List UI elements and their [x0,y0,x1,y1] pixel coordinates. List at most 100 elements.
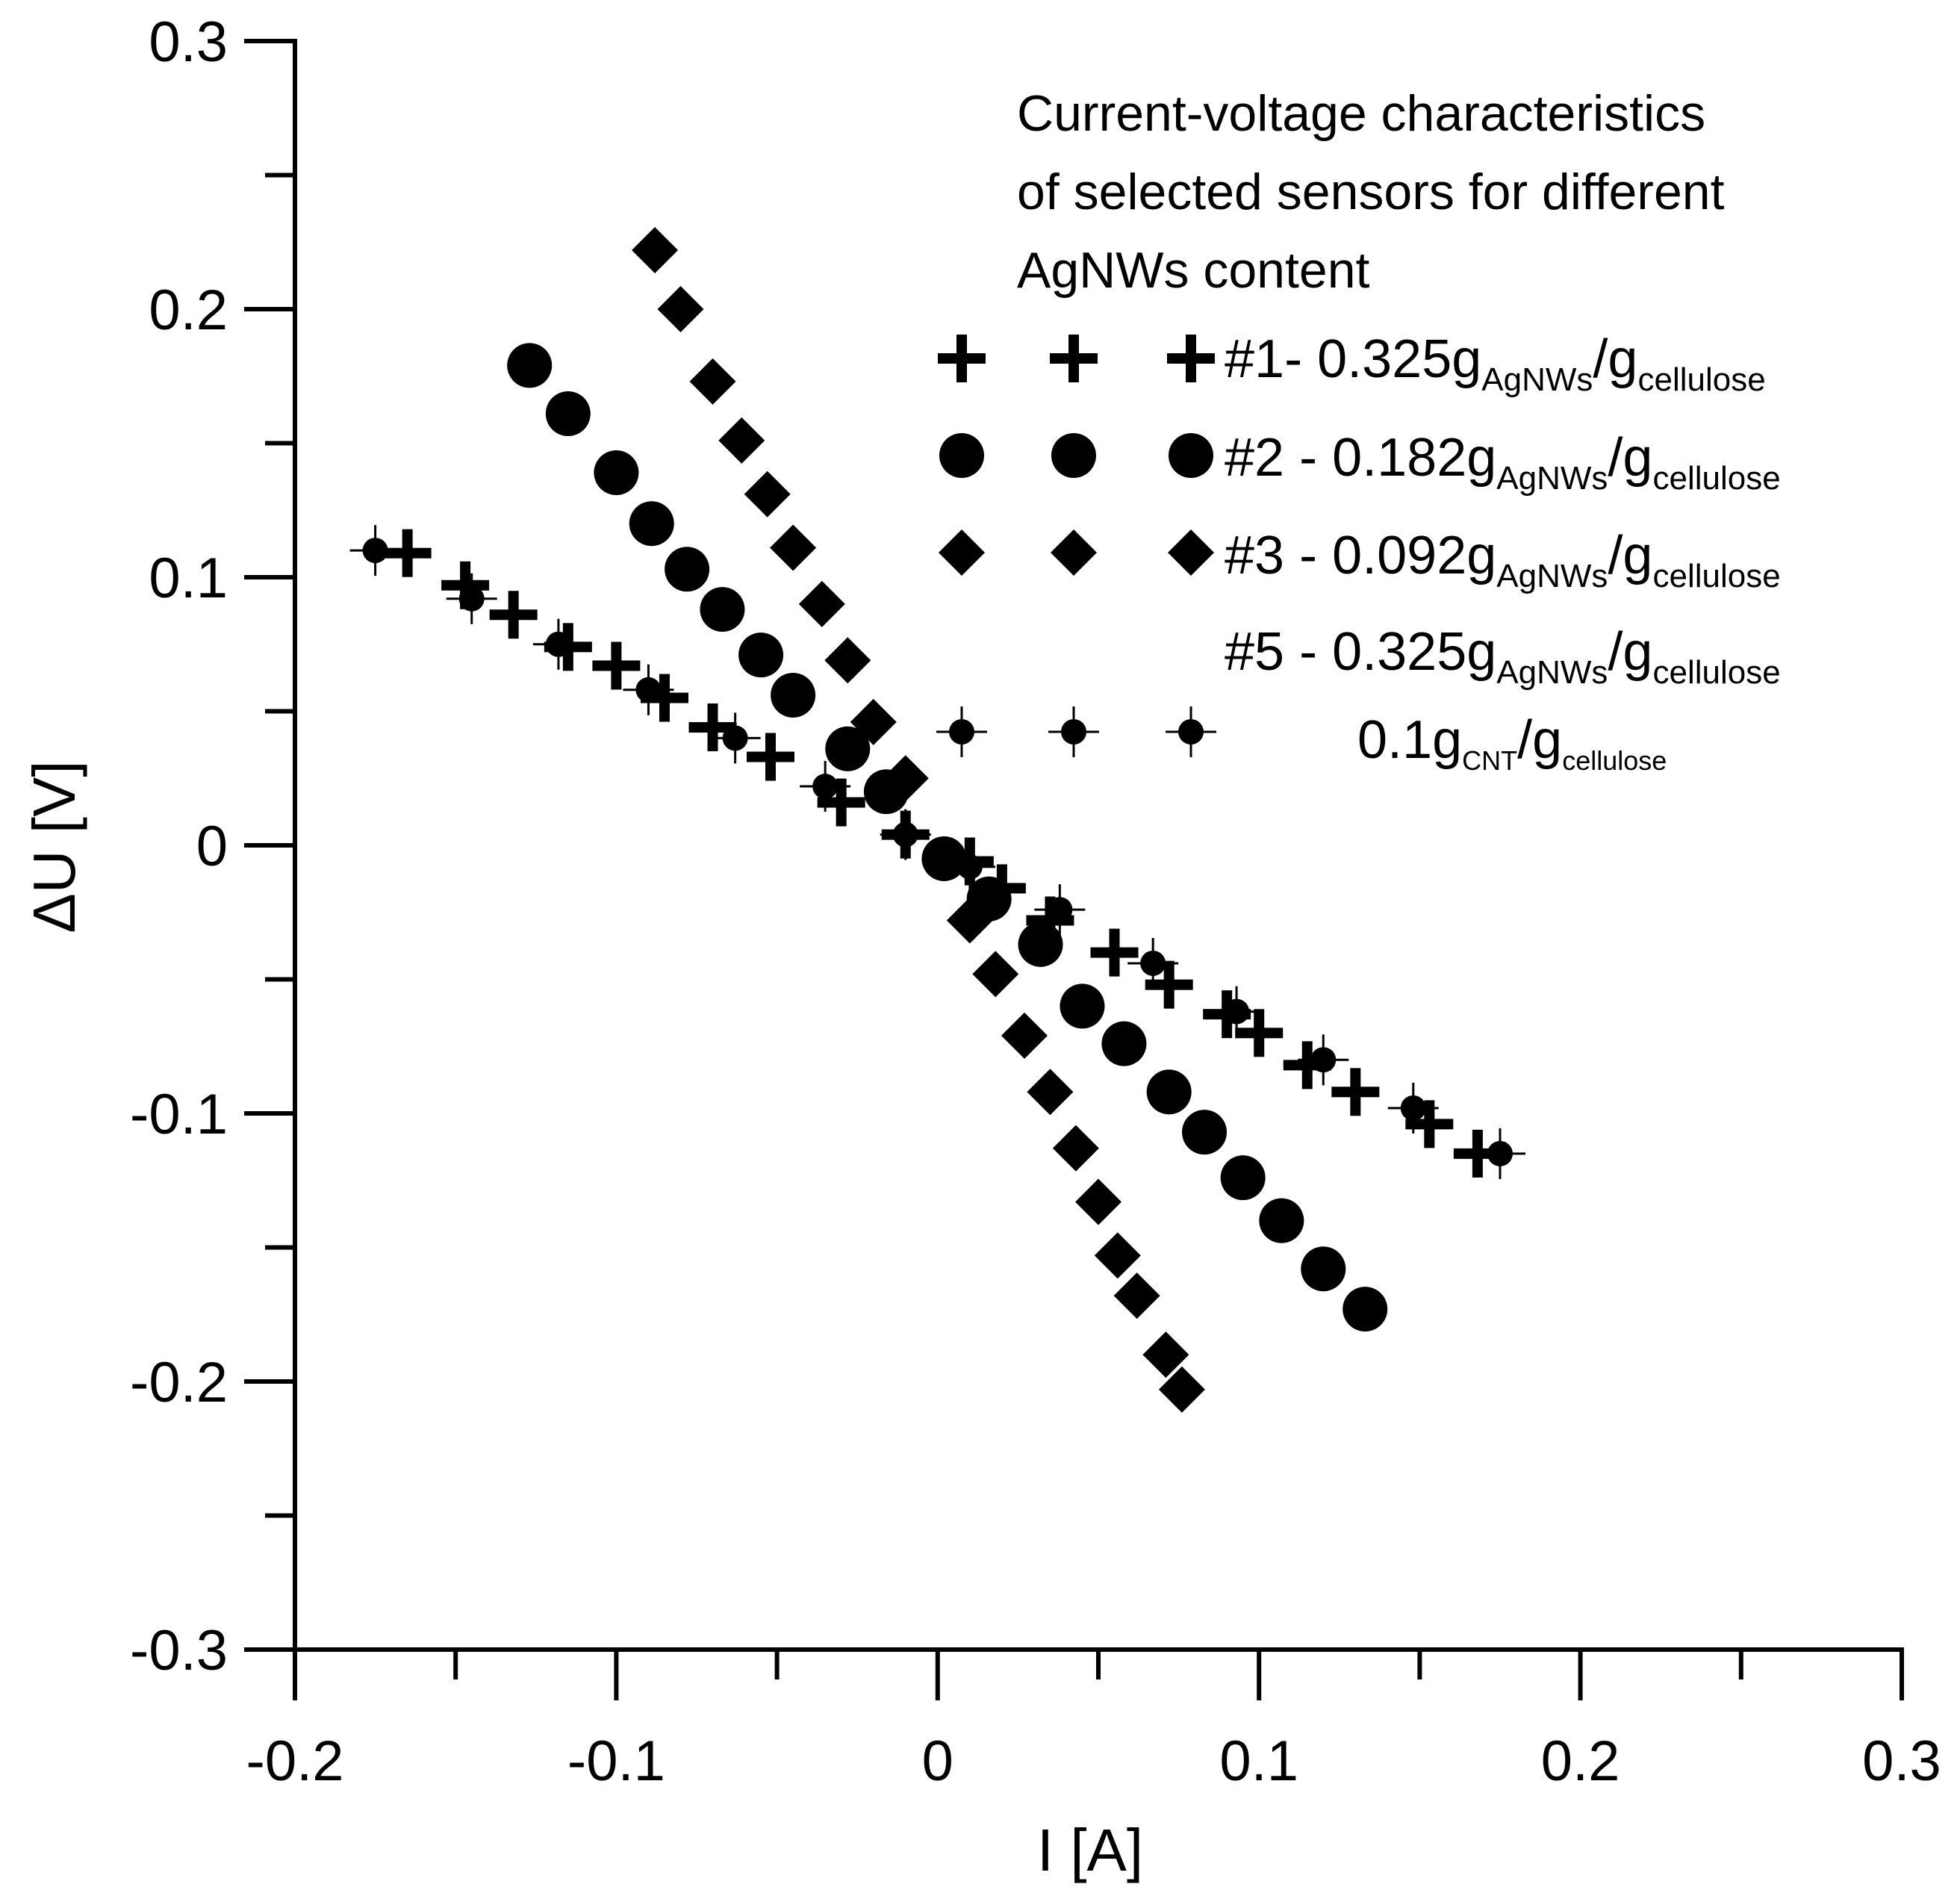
data-point-cross [383,529,432,577]
x-tick-label: 0.2 [1541,1729,1620,1793]
x-tick-label: -0.2 [246,1729,344,1793]
legend-s1-sub2: cellulose [1637,361,1765,398]
data-point-cross [688,703,737,752]
data-point-diamond [1158,1366,1205,1413]
data-point-diamond [1001,1012,1048,1059]
legend-marker-dotcross [1048,706,1099,757]
legend-marker-circle [939,433,984,478]
data-point-circle [545,391,591,437]
data-point-circle [1146,1069,1192,1115]
data-point-diamond [1075,1178,1121,1225]
legend-s1-mid: /g [1593,329,1637,389]
data-point-circle [629,501,674,547]
data-point-circle [825,726,871,771]
y-tick-label: 0.2 [149,279,228,342]
axes: -0.2 -0.1 0 0.1 0.2 0.3 -0.3 -0.2 -0.1 0 0.1 0.2 0.… [130,10,1941,1793]
legend: Current-voltage characteristics of selec… [936,85,1781,776]
data-point-cross [441,561,490,609]
data-point-circle [1343,1287,1388,1332]
data-point-diamond [824,637,871,684]
legend-s2-sub2: cellulose [1652,460,1780,497]
data-point-diamond [1142,1331,1189,1379]
data-point-diamond [1027,1069,1074,1116]
data-point-cross [1331,1068,1380,1116]
data-point-diamond [657,286,704,332]
legend-markers [936,335,1216,757]
data-point-cross [977,864,1026,913]
legend-s3-mid: /g [1608,526,1652,585]
plot-series [349,227,1525,1413]
data-point-circle [1060,983,1105,1029]
data-point-cross [945,837,994,886]
legend-s5-mid: /g [1608,622,1652,682]
data-point-cross [746,733,794,781]
data-point-circle [665,547,710,592]
data-point-cross [544,623,592,671]
data-point-circle [921,836,967,881]
y-axis-title: ΔU [V] [21,760,87,933]
series-diamond [632,227,1205,1413]
data-point-cross [1203,990,1251,1039]
data-point-circle [1220,1155,1266,1201]
data-point-cross [817,778,865,827]
data-point-cross [640,674,688,722]
data-point-diamond [770,524,817,571]
y-tick-label: 0.1 [149,547,228,610]
data-point-diamond [718,417,765,464]
legend-title-line-2: of selected sensors for different [1017,164,1725,220]
y-tick-label: 0 [196,815,228,878]
legend-marker-cross [1167,335,1215,382]
legend-title-line-1: Current-voltage characteristics [1017,85,1705,142]
data-point-circle [1101,1021,1147,1066]
data-point-cross [1145,960,1193,1009]
legend-label-s2: #2 - 0.182gAgNWs/gcellulose [1225,428,1781,497]
data-point-diamond [1094,1232,1141,1279]
y-ticks: -0.3 -0.2 -0.1 0 0.1 0.2 0.3 [130,10,295,1682]
x-tick-label: 0 [922,1729,953,1793]
legend-marker-circle [1169,433,1213,478]
legend-s5-lead: #5 - 0.325g [1225,622,1496,682]
y-tick-label: -0.2 [130,1351,228,1414]
data-point-cross [1453,1129,1502,1178]
series-cross [383,529,1502,1178]
data-point-cross [1026,896,1074,945]
data-point-diamond [1113,1272,1160,1320]
legend-label-s3: #3 - 0.092gAgNWs/gcellulose [1225,526,1781,594]
data-point-diamond [972,951,1019,998]
legend-s5b-mid: /g [1517,710,1562,770]
x-tick-label: 0.1 [1219,1729,1298,1793]
legend-s2-lead: #2 - 0.182g [1225,428,1496,488]
legend-s5-sub2: cellulose [1652,654,1780,691]
data-point-circle [1018,921,1063,967]
legend-marker-cross [1050,335,1098,382]
legend-marker-circle [1051,433,1096,478]
data-point-diamond [882,755,929,802]
legend-s1-lead: #1- 0.325g [1225,329,1481,389]
legend-marker-dotcross [936,706,987,757]
legend-s3-lead: #3 - 0.092g [1225,526,1496,585]
data-point-circle [1182,1110,1228,1155]
data-point-diamond [1052,1125,1099,1172]
x-ticks: -0.2 -0.1 0 0.1 0.2 0.3 [246,1650,1941,1793]
legend-marker-diamond [1051,529,1097,576]
data-point-cross [1283,1041,1331,1090]
data-point-circle [1259,1198,1304,1243]
legend-s2-sub1: AgNWs [1496,460,1608,497]
legend-s5-sub1: AgNWs [1496,654,1608,691]
data-point-circle [507,343,553,388]
data-point-circle [700,587,745,633]
data-point-cross [1405,1100,1454,1149]
legend-title-line-3: AgNWs content [1017,242,1370,299]
x-axis-title: I [A] [1037,1817,1143,1883]
legend-marker-diamond [939,529,985,576]
legend-s1-sub1: AgNWs [1481,361,1593,398]
data-point-circle [771,672,816,718]
legend-label-s5-line2: 0.1gCNT/gcellulose [1357,710,1667,776]
legend-label-s1: #1- 0.325gAgNWs/gcellulose [1225,329,1766,398]
legend-label-s5: #5 - 0.325gAgNWs/gcellulose [1225,622,1781,691]
data-point-diamond [946,897,993,944]
legend-marker-dotcross [1166,706,1216,757]
data-point-circle [594,450,639,495]
